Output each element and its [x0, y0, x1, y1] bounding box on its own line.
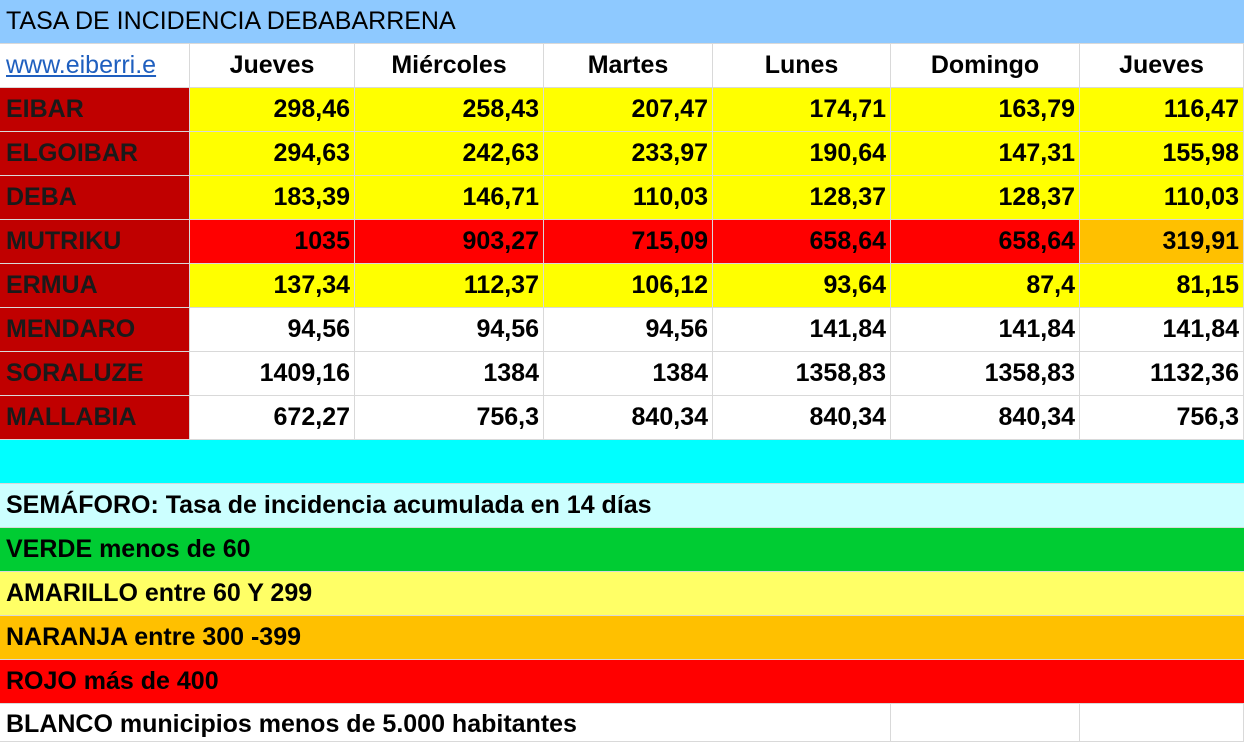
table-row: ERMUA 137,34 112,37 106,12 93,64 87,4 81,15 — [0, 264, 1244, 308]
incidence-cell[interactable]: 146,71 — [355, 176, 544, 220]
empty-cell[interactable] — [1080, 704, 1244, 742]
incidence-cell[interactable]: 174,71 — [713, 88, 891, 132]
incidence-cell[interactable]: 840,34 — [891, 396, 1080, 440]
incidence-cell[interactable]: 1409,16 — [190, 352, 355, 396]
data-table: EIBAR 298,46 258,43 207,47 174,71 163,79 116,4… — [0, 88, 1244, 440]
incidence-cell[interactable]: 1132,36 — [1080, 352, 1244, 396]
title-row[interactable]: TASA DE INCIDENCIA DEBABARRENA — [0, 0, 1244, 44]
incidence-cell[interactable]: 106,12 — [544, 264, 713, 308]
incidence-cell[interactable]: 87,4 — [891, 264, 1080, 308]
municipality-name[interactable]: DEBA — [0, 176, 190, 220]
incidence-cell[interactable]: 141,84 — [713, 308, 891, 352]
municipality-name[interactable]: MALLABIA — [0, 396, 190, 440]
incidence-cell[interactable]: 155,98 — [1080, 132, 1244, 176]
table-row: DEBA 183,39 146,71 110,03 128,37 128,37 110,03 — [0, 176, 1244, 220]
empty-cell[interactable] — [891, 704, 1080, 742]
legend-semaforo[interactable]: SEMÁFORO: Tasa de incidencia acumulada e… — [0, 484, 1244, 528]
incidence-cell[interactable]: 190,64 — [713, 132, 891, 176]
incidence-cell[interactable]: 112,37 — [355, 264, 544, 308]
incidence-cell[interactable]: 116,47 — [1080, 88, 1244, 132]
incidence-cell[interactable]: 110,03 — [544, 176, 713, 220]
incidence-cell[interactable]: 672,27 — [190, 396, 355, 440]
incidence-cell[interactable]: 1358,83 — [713, 352, 891, 396]
column-header[interactable]: Miércoles — [355, 44, 544, 88]
incidence-cell[interactable]: 141,84 — [1080, 308, 1244, 352]
spacer-row[interactable] — [0, 440, 1244, 484]
incidence-cell[interactable]: 258,43 — [355, 88, 544, 132]
legend-blanco[interactable]: BLANCO municipios menos de 5.000 habitan… — [0, 704, 891, 742]
incidence-cell[interactable]: 93,64 — [713, 264, 891, 308]
table-row: MALLABIA 672,27 756,3 840,34 840,34 840,34 756… — [0, 396, 1244, 440]
incidence-cell[interactable]: 903,27 — [355, 220, 544, 264]
table-title: TASA DE INCIDENCIA DEBABARRENA — [6, 7, 456, 35]
column-header[interactable]: Jueves — [190, 44, 355, 88]
municipality-name[interactable]: SORALUZE — [0, 352, 190, 396]
incidence-cell[interactable]: 110,03 — [1080, 176, 1244, 220]
incidence-cell[interactable]: 1358,83 — [891, 352, 1080, 396]
incidence-cell[interactable]: 840,34 — [713, 396, 891, 440]
incidence-cell[interactable]: 658,64 — [713, 220, 891, 264]
column-header[interactable]: Domingo — [891, 44, 1080, 88]
incidence-cell[interactable]: 233,97 — [544, 132, 713, 176]
table-row: SORALUZE 1409,16 1384 1384 1358,83 1358,83 113… — [0, 352, 1244, 396]
municipality-name[interactable]: EIBAR — [0, 88, 190, 132]
incidence-cell[interactable]: 1035 — [190, 220, 355, 264]
incidence-cell[interactable]: 840,34 — [544, 396, 713, 440]
incidence-cell[interactable]: 1384 — [355, 352, 544, 396]
legend-blanco-text: BLANCO municipios menos de 5.000 habitan… — [6, 710, 577, 738]
column-header[interactable]: Lunes — [713, 44, 891, 88]
table-row: MUTRIKU 1035 903,27 715,09 658,64 658,64 319,9… — [0, 220, 1244, 264]
incidence-cell[interactable]: 294,63 — [190, 132, 355, 176]
legend-rojo[interactable]: ROJO más de 400 — [0, 660, 1244, 704]
incidence-cell[interactable]: 81,15 — [1080, 264, 1244, 308]
table-row: EIBAR 298,46 258,43 207,47 174,71 163,79 116,4… — [0, 88, 1244, 132]
incidence-cell[interactable]: 94,56 — [544, 308, 713, 352]
table-row: ELGOIBAR 294,63 242,63 233,97 190,64 147,31 15… — [0, 132, 1244, 176]
header-row: www.eiberri.e Jueves Miércoles Martes Lu… — [0, 44, 1244, 88]
incidence-cell[interactable]: 163,79 — [891, 88, 1080, 132]
incidence-cell[interactable]: 242,63 — [355, 132, 544, 176]
legend-verde[interactable]: VERDE menos de 60 — [0, 528, 1244, 572]
legend-verde-text: VERDE menos de 60 — [6, 535, 251, 563]
incidence-cell[interactable]: 207,47 — [544, 88, 713, 132]
incidence-cell[interactable]: 715,09 — [544, 220, 713, 264]
incidence-cell[interactable]: 319,91 — [1080, 220, 1244, 264]
legend-naranja-text: NARANJA entre 300 -399 — [6, 623, 302, 651]
incidence-cell[interactable]: 94,56 — [190, 308, 355, 352]
municipality-name[interactable]: MUTRIKU — [0, 220, 190, 264]
incidence-cell[interactable]: 141,84 — [891, 308, 1080, 352]
incidence-cell[interactable]: 756,3 — [355, 396, 544, 440]
legend-semaforo-text: SEMÁFORO: Tasa de incidencia acumulada e… — [6, 491, 652, 519]
legend-amarillo[interactable]: AMARILLO entre 60 Y 299 — [0, 572, 1244, 616]
incidence-cell[interactable]: 94,56 — [355, 308, 544, 352]
legend-rojo-text: ROJO más de 400 — [6, 667, 219, 695]
incidence-cell[interactable]: 658,64 — [891, 220, 1080, 264]
incidence-cell[interactable]: 137,34 — [190, 264, 355, 308]
incidence-cell[interactable]: 756,3 — [1080, 396, 1244, 440]
incidence-cell[interactable]: 183,39 — [190, 176, 355, 220]
incidence-cell[interactable]: 1384 — [544, 352, 713, 396]
column-header[interactable]: Martes — [544, 44, 713, 88]
column-header[interactable]: Jueves — [1080, 44, 1244, 88]
website-link[interactable]: www.eiberri.e — [0, 44, 190, 88]
municipality-name[interactable]: ERMUA — [0, 264, 190, 308]
legend-blanco-row: BLANCO municipios menos de 5.000 habitan… — [0, 704, 1244, 742]
municipality-name[interactable]: MENDARO — [0, 308, 190, 352]
legend-amarillo-text: AMARILLO entre 60 Y 299 — [6, 579, 313, 607]
incidence-cell[interactable]: 298,46 — [190, 88, 355, 132]
incidence-cell[interactable]: 128,37 — [891, 176, 1080, 220]
incidence-cell[interactable]: 128,37 — [713, 176, 891, 220]
legend-naranja[interactable]: NARANJA entre 300 -399 — [0, 616, 1244, 660]
incidence-cell[interactable]: 147,31 — [891, 132, 1080, 176]
municipality-name[interactable]: ELGOIBAR — [0, 132, 190, 176]
table-row: MENDARO 94,56 94,56 94,56 141,84 141,84 141,84 — [0, 308, 1244, 352]
